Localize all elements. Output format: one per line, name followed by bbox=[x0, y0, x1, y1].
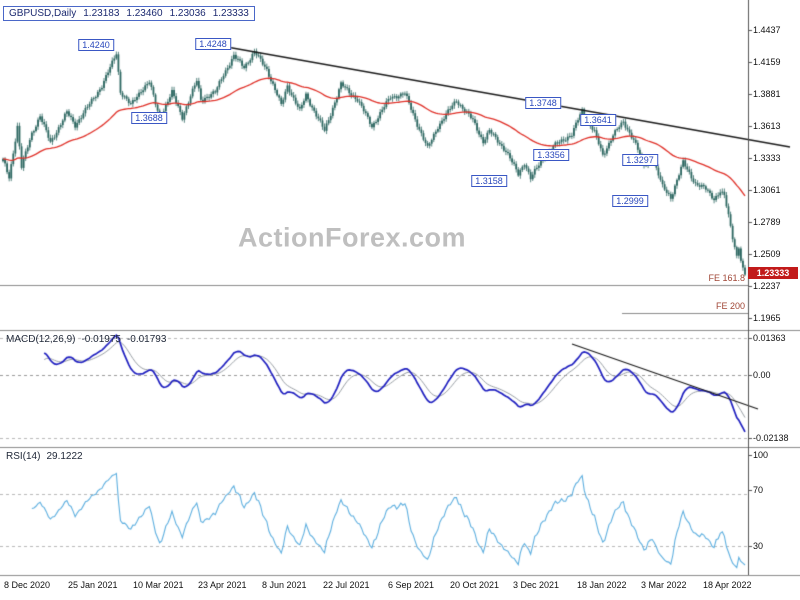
macd-axis-tick: -0.02138 bbox=[753, 433, 789, 443]
macd-signal-value: -0.01793 bbox=[126, 334, 167, 345]
bar-open: 1.23183 bbox=[83, 8, 120, 19]
price-axis-tick: 1.2237 bbox=[753, 281, 781, 291]
macd-main-value: -0.01975 bbox=[81, 334, 121, 345]
bar-high: 1.23460 bbox=[126, 8, 163, 19]
symbol-title-box: GBPUSD,Daily 1.23183 1.23460 1.23036 1.2… bbox=[3, 6, 255, 21]
price-axis-tick: 1.2509 bbox=[753, 249, 781, 259]
x-axis-date-label: 8 Dec 2020 bbox=[4, 580, 51, 590]
rsi-axis-tick: 100 bbox=[753, 450, 769, 460]
price-axis-tick: 1.2789 bbox=[753, 217, 781, 227]
price-axis-tick: 1.3061 bbox=[753, 185, 781, 195]
rsi-axis-tick: 30 bbox=[753, 541, 764, 551]
macd-axis-tick: 0.00 bbox=[753, 370, 771, 380]
bar-close: 1.23333 bbox=[212, 8, 249, 19]
price-axis-tick: 1.3333 bbox=[753, 153, 781, 163]
price-level-label: 1.3688 bbox=[131, 112, 167, 124]
rsi-indicator-label: RSI(14) 29.1222 bbox=[6, 451, 83, 462]
price-axis-tick: 1.3881 bbox=[753, 89, 781, 99]
x-axis-date-label: 8 Jun 2021 bbox=[262, 580, 307, 590]
bar-low: 1.23036 bbox=[169, 8, 206, 19]
fib-extension-label: FE 161.8 bbox=[708, 273, 745, 283]
price-level-label: 1.2999 bbox=[612, 195, 648, 207]
x-axis-date-label: 10 Mar 2021 bbox=[133, 580, 184, 590]
price-level-label: 1.4240 bbox=[78, 39, 114, 51]
x-axis-date-label: 22 Jul 2021 bbox=[323, 580, 370, 590]
rsi-value: 29.1222 bbox=[46, 451, 83, 462]
x-axis-date-label: 20 Oct 2021 bbox=[450, 580, 500, 590]
macd-axis-tick: 0.01363 bbox=[753, 333, 786, 343]
fib-extension-label: FE 200 bbox=[715, 301, 745, 311]
rsi-name: RSI(14) bbox=[6, 451, 41, 462]
x-axis-date-label: 6 Sep 2021 bbox=[388, 580, 435, 590]
last-price-tag: 1.23333 bbox=[748, 267, 798, 279]
macd-name: MACD(12,26,9) bbox=[6, 334, 76, 345]
x-axis-date-label: 3 Mar 2022 bbox=[641, 580, 687, 590]
x-axis-date-label: 23 Apr 2021 bbox=[198, 580, 247, 590]
watermark: ActionForex.com bbox=[237, 222, 467, 253]
price-level-label: 1.3748 bbox=[525, 97, 561, 109]
price-axis-tick: 1.1965 bbox=[753, 313, 781, 323]
price-level-label: 1.3641 bbox=[580, 114, 616, 126]
x-axis-date-label: 18 Apr 2022 bbox=[703, 580, 752, 590]
price-level-label: 1.4248 bbox=[195, 38, 231, 50]
price-level-label: 1.3158 bbox=[471, 175, 507, 187]
price-axis-tick: 1.3613 bbox=[753, 121, 781, 131]
price-axis-tick: 1.4437 bbox=[753, 25, 781, 35]
price-axis-tick: 1.4159 bbox=[753, 57, 781, 67]
x-axis-date-label: 18 Jan 2022 bbox=[577, 580, 627, 590]
macd-indicator-label: MACD(12,26,9) -0.01975 -0.01793 bbox=[6, 334, 166, 345]
x-axis-date-label: 3 Dec 2021 bbox=[513, 580, 560, 590]
price-level-label: 1.3297 bbox=[622, 154, 658, 166]
x-axis-date-label: 25 Jan 2021 bbox=[68, 580, 118, 590]
symbol-name: GBPUSD,Daily bbox=[9, 8, 77, 19]
price-level-label: 1.3356 bbox=[533, 149, 569, 161]
rsi-axis-tick: 70 bbox=[753, 485, 764, 495]
